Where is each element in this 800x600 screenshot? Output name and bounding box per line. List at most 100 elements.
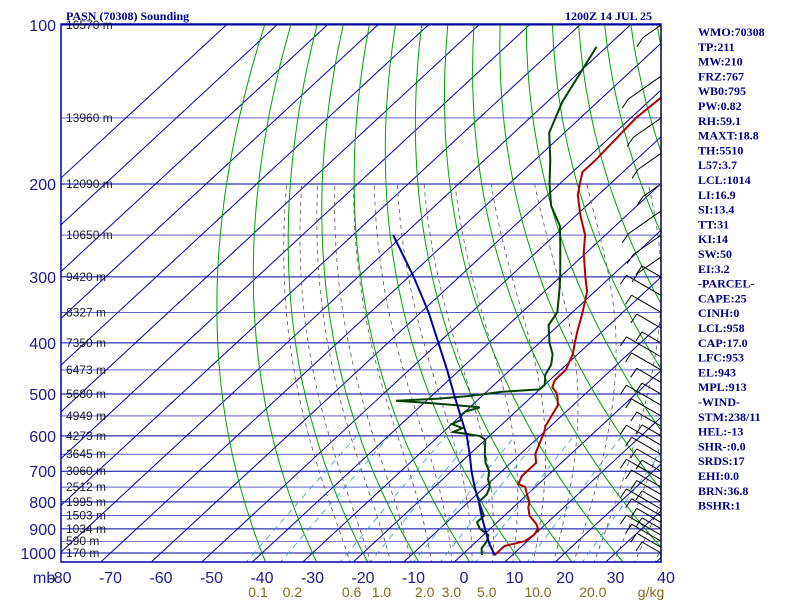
index-line: FRZ:767 <box>698 69 744 83</box>
wind-barb-feather <box>625 352 632 363</box>
wind-barb-feather <box>619 274 627 285</box>
index-line: LFC:953 <box>698 351 744 365</box>
temperature-tick-label: -50 <box>200 570 223 587</box>
index-line: KI:14 <box>698 232 728 246</box>
wind-barb <box>641 517 662 530</box>
index-line: SRDS:17 <box>698 454 745 468</box>
isotherm-line <box>352 276 661 562</box>
sounding-traces <box>392 46 661 556</box>
wind-barb-feather <box>619 488 627 499</box>
chart-grid <box>61 24 661 562</box>
moist-adiabat-line <box>353 183 432 562</box>
index-line: CAP:17.0 <box>698 336 748 350</box>
wind-barb-feather <box>619 336 627 347</box>
wind-barb <box>642 24 662 39</box>
wind-barb <box>626 336 662 358</box>
index-line: MW:210 <box>698 55 743 69</box>
height-label: 10650 m <box>66 228 113 242</box>
index-line: HEL:-13 <box>698 425 743 439</box>
dry-adiabat-line <box>414 24 573 562</box>
wind-barb <box>631 523 662 542</box>
height-label: 7350 m <box>66 336 106 350</box>
isotherm-line <box>100 42 661 562</box>
temperature-tick-label: -70 <box>99 570 122 587</box>
index-line: CINH:0 <box>698 306 739 320</box>
pressure-tick-label: 1000 <box>20 546 56 563</box>
chart-time: 1200Z 14 JUL 25 <box>565 9 652 23</box>
height-label: 4273 m <box>66 429 106 443</box>
wind-barb <box>641 331 662 344</box>
wind-barb <box>626 424 662 446</box>
isotherm-line <box>403 323 661 562</box>
index-line: SW:50 <box>698 247 732 261</box>
wind-barb-feather <box>625 523 632 534</box>
wind-barb-feather <box>635 459 643 470</box>
moist-adiabat-line <box>397 183 473 562</box>
mixing-ratio-line <box>412 435 516 562</box>
pressure-tick-label: 700 <box>29 464 56 481</box>
index-line: TP:211 <box>698 40 735 54</box>
wind-barb-feather <box>619 514 627 525</box>
wind-barb-feather <box>619 384 627 395</box>
dry-adiabat-line <box>525 24 661 432</box>
mixing-ratio-line <box>245 435 357 562</box>
moist-adiabat-line <box>334 183 412 562</box>
temperature-tick-label: -10 <box>402 570 425 587</box>
index-line: EI:3.2 <box>698 262 730 276</box>
index-line: LCL:958 <box>698 321 745 335</box>
pressure-tick-label: 800 <box>29 495 56 512</box>
dry-adiabat-line <box>499 24 661 491</box>
wind-barb <box>626 274 662 296</box>
wind-barb-feather <box>636 196 644 206</box>
moist-adiabat-line <box>534 183 579 562</box>
index-line: EHI:0.0 <box>698 469 739 483</box>
wind-barb <box>636 480 662 495</box>
mixing-ratio-line <box>280 435 390 562</box>
wind-barb-feather <box>630 448 638 459</box>
wind-barb-feather <box>630 480 638 490</box>
mixing-ratio-label: 0.1 <box>248 584 268 600</box>
wind-barb <box>637 256 662 274</box>
mixing-ratio-label: 0.2 <box>283 584 303 600</box>
temperature-tick-label: 0 <box>460 570 469 587</box>
wind-barb <box>636 448 662 464</box>
isotherm-line <box>61 24 633 553</box>
height-label: 3645 m <box>66 447 106 461</box>
wind-barb <box>632 117 662 138</box>
wind-barb-feather <box>626 254 634 264</box>
wind-barb <box>642 183 662 197</box>
isotherm-line <box>61 24 229 179</box>
wind-barb <box>636 367 662 383</box>
isotherm-line <box>61 24 431 366</box>
pressure-tick-label: 300 <box>29 270 56 287</box>
dry-adiabat-line <box>472 24 661 549</box>
sounding-series-0 <box>493 96 661 556</box>
dry-adiabat-line <box>252 24 318 562</box>
wind-barb <box>641 382 662 395</box>
wind-barb <box>631 498 662 517</box>
wind-barb <box>626 514 662 536</box>
wind-barb-feather <box>635 331 643 342</box>
wind-barb <box>636 532 662 548</box>
chart-title: PASN (70308) Sounding <box>66 9 189 23</box>
mixing-ratio-label: 2.0 <box>415 584 435 600</box>
dry-adiabat-line <box>353 24 471 562</box>
wind-barb-feather <box>635 490 643 501</box>
index-line: SI:13.4 <box>698 203 734 217</box>
mixing-ratio-label: 20.0 <box>579 584 606 600</box>
wind-barb-feather <box>631 272 639 283</box>
mixing-ratio-label: 10.0 <box>524 584 551 600</box>
wind-barb-feather <box>625 436 632 447</box>
wind-barb-feather <box>636 37 644 47</box>
mixing-ratio-label: 0.6 <box>342 584 362 600</box>
isotherm-line <box>61 24 279 226</box>
wind-barb <box>626 488 662 510</box>
mixing-ratio-label: 5.0 <box>477 584 497 600</box>
index-line: EL:943 <box>698 365 736 379</box>
wind-barb-feather <box>635 265 643 276</box>
indices-panel: WMO:70308TP:211MW:210FRZ:767WB0:795PW:0.… <box>698 25 765 513</box>
moist-adiabat-line <box>490 183 546 562</box>
wind-barb-feather <box>626 137 634 147</box>
